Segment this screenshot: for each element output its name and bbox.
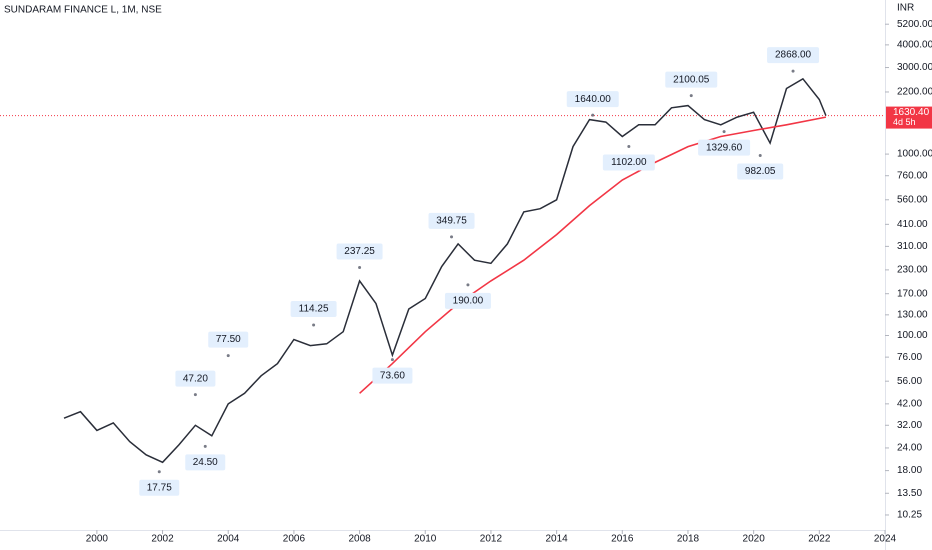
y-tick-label: 760.00	[897, 170, 928, 181]
x-tick-label: 2008	[348, 534, 371, 545]
annotation-point	[358, 265, 362, 269]
annotation-point	[758, 154, 762, 158]
annotation-label: 2868.00	[775, 50, 812, 61]
annotation-point	[722, 130, 726, 134]
y-tick-label: 76.00	[897, 352, 922, 363]
y-tick-label: 4000.00	[897, 40, 932, 51]
annotation-point	[390, 358, 394, 362]
y-tick-label: 13.50	[897, 488, 922, 499]
y-tick-label: 130.00	[897, 309, 928, 320]
y-tick-label: 560.00	[897, 194, 928, 205]
annotation-label: 349.75	[436, 216, 467, 227]
annotation-point	[689, 94, 693, 98]
y-tick-label: 42.00	[897, 398, 922, 409]
annotation-label: 17.75	[147, 482, 172, 493]
annotation-point	[791, 69, 795, 73]
x-tick-label: 2016	[611, 534, 634, 545]
annotation-box	[185, 454, 226, 471]
annotation-label: 24.50	[193, 457, 218, 468]
annotation-label: 2100.05	[673, 74, 710, 85]
annotation-label: 1329.60	[706, 142, 743, 153]
x-tick-label: 2010	[414, 534, 437, 545]
y-tick-label: 32.00	[897, 420, 922, 431]
annotation-label: 190.00	[453, 296, 484, 307]
annotation-box	[139, 479, 180, 496]
annotation-point	[312, 323, 316, 327]
annotation-box	[698, 139, 751, 156]
annotation-label: 47.20	[183, 373, 208, 384]
annotation-label: 73.60	[380, 370, 405, 381]
annotation-point	[466, 283, 470, 287]
y-tick-label: 310.00	[897, 241, 928, 252]
annotation-label: 114.25	[299, 304, 329, 315]
y-tick-label: 100.00	[897, 330, 928, 341]
y-unit: INR	[897, 3, 914, 14]
y-tick-label: 3000.00	[897, 62, 932, 73]
annotation-box	[602, 154, 655, 171]
annotation-point	[450, 235, 454, 239]
y-tick-label: 5200.00	[897, 19, 932, 30]
annotation-label: 77.50	[216, 334, 241, 345]
x-tick-label: 2018	[677, 534, 700, 545]
price-line	[359, 116, 827, 394]
annotation-point	[193, 393, 197, 397]
annotation-label: 1102.00	[611, 157, 647, 168]
price-line	[63, 77, 827, 464]
y-tick-label: 2200.00	[897, 87, 932, 98]
annotation-box	[665, 71, 718, 88]
y-tick-label: 1000.00	[897, 149, 932, 160]
annotation-box	[566, 91, 619, 108]
y-tick-label: 170.00	[897, 288, 928, 299]
y-tick-label: 18.00	[897, 465, 922, 476]
annotation-label: 1640.00	[575, 94, 612, 105]
y-tick-label: 410.00	[897, 219, 928, 230]
annotation-box	[767, 47, 820, 64]
annotation-point	[591, 113, 595, 117]
annotation-point	[203, 444, 207, 448]
annotation-box	[208, 331, 249, 348]
x-tick-label: 2024	[874, 534, 897, 545]
annotation-label: 982.05	[745, 166, 776, 177]
x-tick-label: 2000	[86, 534, 109, 545]
annotation-box	[175, 370, 216, 387]
annotation-box	[290, 301, 337, 318]
y-tick-label: 230.00	[897, 265, 928, 276]
annotation-box	[428, 212, 475, 229]
x-tick-label: 2004	[217, 534, 240, 545]
annotation-box	[372, 367, 413, 384]
last-price-tag	[886, 106, 932, 129]
y-tick-label: 24.00	[897, 443, 922, 454]
x-tick-label: 2014	[545, 534, 568, 545]
y-tick-label: 56.00	[897, 376, 922, 387]
last-price-label: 1630.40	[893, 107, 930, 118]
annotation-point	[226, 354, 230, 358]
x-tick-label: 2020	[743, 534, 766, 545]
annotation-label: 237.25	[344, 246, 375, 257]
chart-title: SUNDARAM FINANCE L, 1M, NSE	[4, 5, 162, 16]
x-tick-label: 2022	[808, 534, 831, 545]
y-tick-label: 10.25	[897, 510, 922, 521]
x-tick-label: 2002	[151, 534, 174, 545]
last-price-countdown: 4d 5h	[893, 117, 916, 127]
annotation-point	[157, 470, 161, 474]
annotation-box	[444, 292, 491, 309]
x-tick-label: 2012	[480, 534, 503, 545]
annotation-point	[627, 144, 631, 148]
x-tick-label: 2006	[283, 534, 306, 545]
annotation-box	[737, 163, 784, 180]
annotation-box	[336, 243, 383, 260]
